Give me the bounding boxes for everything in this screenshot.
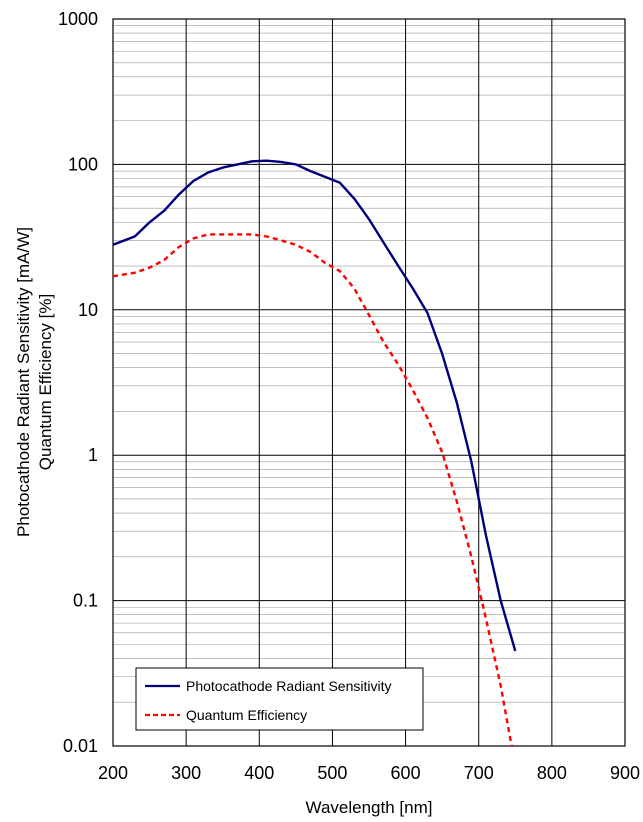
y-tick-label: 1 [88,445,98,465]
series-line-quantum-efficiency [112,233,513,747]
legend: Photocathode Radiant Sensitivity Quantum… [135,667,424,731]
x-axis-title: Wavelength [nm] [306,798,433,817]
series-layer [112,159,517,747]
x-tick-label: 200 [98,763,128,783]
x-tick-label: 500 [317,763,347,783]
x-tick-label: 600 [391,763,421,783]
y-tick-label: 0.01 [63,736,98,756]
x-tick-label: 900 [610,763,640,783]
y-tick-label: 1000 [58,9,98,29]
legend-label-photocathode-radiant-sensitivity: Photocathode Radiant Sensitivity [186,678,391,694]
x-tick-label: 700 [464,763,494,783]
y-tick-label: 0.1 [73,591,98,611]
tick-layer: 200 300 400 500 600 700 800 900 0.01 0.1 1 10 100 100… [58,9,640,783]
series-line-photocathode-radiant-sensitivity [112,159,517,652]
y-axis-title-line2: Quantum Efficiency [%] [36,294,55,470]
x-tick-label: 400 [244,763,274,783]
plot-frame [112,18,626,747]
y-axis-title-line1: Photocathode Radiant Sensitivity [mA/W] [14,227,33,537]
y-tick-label: 10 [78,300,98,320]
legend-box [135,667,424,731]
x-tick-label: 800 [537,763,567,783]
grid-layer [112,18,626,747]
legend-label-quantum-efficiency: Quantum Efficiency [186,707,307,723]
x-tick-label: 300 [171,763,201,783]
y-tick-label: 100 [68,154,98,174]
